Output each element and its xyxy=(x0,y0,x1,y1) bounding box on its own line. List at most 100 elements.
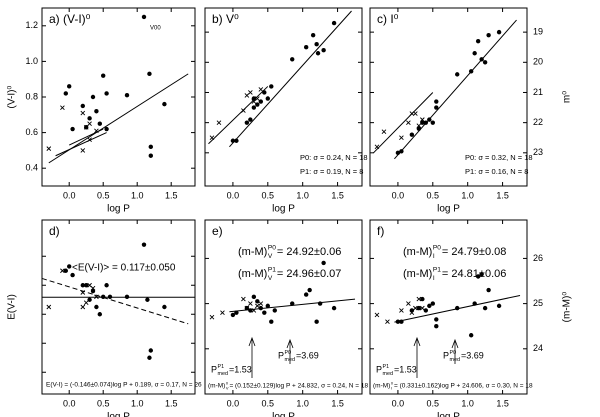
point xyxy=(80,103,86,109)
annotation-sub: I xyxy=(433,275,435,282)
point xyxy=(486,287,491,293)
point xyxy=(303,45,309,50)
point xyxy=(486,32,491,38)
plot-frame xyxy=(41,219,196,395)
x-tick-label: 0.0 xyxy=(392,398,405,408)
annotation: (m-M) xyxy=(373,383,390,390)
plot-frame xyxy=(204,7,363,187)
x-tick-label: 1.0 xyxy=(131,398,144,408)
cross-point xyxy=(409,111,415,116)
cross-point xyxy=(399,135,404,141)
point xyxy=(423,308,429,313)
point xyxy=(496,303,502,309)
point xyxy=(145,297,150,302)
annotation: =3.69 xyxy=(296,350,319,360)
point xyxy=(434,324,439,329)
cross-point xyxy=(416,123,422,128)
cross-point xyxy=(87,137,92,143)
x-tick-label: 0.5 xyxy=(427,190,440,200)
cross-point xyxy=(413,305,418,311)
plot-frame xyxy=(41,7,196,187)
cross-point xyxy=(385,319,390,325)
annotation-sup: P0 xyxy=(433,244,441,251)
point xyxy=(63,91,68,96)
point xyxy=(321,260,326,266)
point xyxy=(124,93,130,98)
annotation: P xyxy=(278,350,284,360)
point xyxy=(468,69,474,74)
cross-point xyxy=(80,148,86,153)
y-tick-label: 19 xyxy=(533,27,543,37)
annotation: (m-M) xyxy=(403,246,432,258)
y-tick-label: 24 xyxy=(533,343,543,353)
arrow-head xyxy=(451,338,459,349)
annotation-sup: P0 xyxy=(450,350,457,356)
point xyxy=(90,94,96,100)
point xyxy=(248,308,253,313)
x-tick-label: 0.0 xyxy=(63,398,76,408)
point xyxy=(399,319,404,324)
arrow-head xyxy=(413,336,421,347)
point xyxy=(317,301,323,306)
point xyxy=(148,144,153,150)
annotation-sup: P0 xyxy=(268,244,276,251)
point xyxy=(141,14,147,20)
point xyxy=(147,355,152,360)
cross-point xyxy=(406,301,411,306)
annotation-sup: P0 xyxy=(285,350,292,356)
point xyxy=(430,301,435,306)
point xyxy=(409,308,415,313)
cross-point xyxy=(220,310,225,315)
annotation: P1: σ = 0.19, N = 8 xyxy=(300,167,363,176)
point xyxy=(162,101,167,107)
annotation-sub: I xyxy=(391,386,392,391)
cross-point xyxy=(83,124,89,130)
cross-point xyxy=(94,294,99,300)
point xyxy=(97,312,103,317)
point xyxy=(409,132,415,137)
x-tick-label: 1.0 xyxy=(296,190,309,200)
point xyxy=(472,51,477,56)
point xyxy=(262,90,267,95)
y-tick-label: 25 xyxy=(533,298,543,308)
x-tick-label: 0.0 xyxy=(227,398,240,408)
panel-title: b) V⁰ xyxy=(212,12,239,26)
panel-title: d) xyxy=(49,224,60,238)
point xyxy=(475,38,481,44)
fit-line xyxy=(229,10,352,148)
y-tick-label: 20 xyxy=(533,57,543,67)
y-tick-label: 23 xyxy=(533,147,543,157)
annotation: = (0.152±0.129)log P + 24.832, σ = 0.24,… xyxy=(229,383,368,390)
annotation-sup: P1 xyxy=(218,364,225,370)
point xyxy=(251,96,257,101)
cross-point xyxy=(409,310,415,315)
point xyxy=(244,120,250,125)
annotation: =3.69 xyxy=(461,350,484,360)
point xyxy=(70,272,75,278)
y-tick-label: 21 xyxy=(533,87,543,97)
point xyxy=(147,71,152,77)
cross-point xyxy=(80,304,86,310)
annotation: P1: σ = 0.16, N = 8 xyxy=(465,167,528,176)
cross-point xyxy=(216,120,222,125)
cross-point xyxy=(241,108,246,113)
annotation: (m-M) xyxy=(208,383,225,390)
point xyxy=(314,319,319,324)
point xyxy=(104,126,109,132)
point xyxy=(63,268,68,273)
point xyxy=(248,117,253,122)
point xyxy=(331,305,337,311)
annotation: = 24.96±0.07 xyxy=(277,268,341,280)
y-tick-label: 1.0 xyxy=(25,56,38,66)
point xyxy=(90,288,96,294)
annotation: V00 xyxy=(150,26,161,32)
x-tick-label: 0.5 xyxy=(262,190,275,200)
plot-frame xyxy=(204,219,363,395)
point xyxy=(290,57,295,62)
point xyxy=(479,272,484,277)
annotation-sub: med xyxy=(383,371,394,377)
point xyxy=(87,116,92,121)
annotation: (m-M) xyxy=(238,246,267,258)
annotation: P xyxy=(443,350,449,360)
